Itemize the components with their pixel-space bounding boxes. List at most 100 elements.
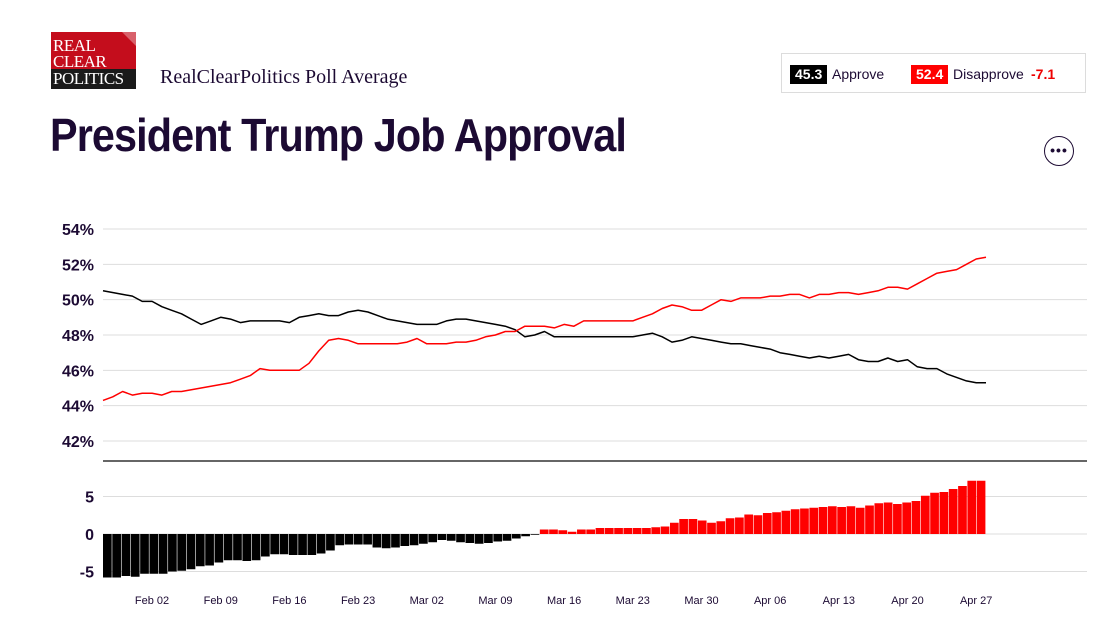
spread-bar: [772, 512, 781, 534]
spread-bar: [223, 534, 233, 561]
x-tick-label: Feb 09: [204, 595, 238, 607]
spread-bar: [251, 534, 261, 561]
spread-bar: [762, 513, 772, 534]
spread-bar: [521, 534, 530, 537]
spread-bar: [177, 534, 187, 571]
spread-bar: [623, 528, 633, 534]
spread-bar: [112, 534, 121, 578]
spread-bar: [586, 529, 596, 534]
logo-word-politics: POLITICS: [51, 69, 136, 89]
spread-bar: [130, 534, 140, 577]
spread-bar: [688, 519, 698, 534]
spread-bar: [149, 534, 159, 574]
approve-label: Approve: [832, 66, 885, 82]
spread-bar: [344, 534, 354, 545]
spread-bar: [456, 534, 465, 543]
spread-bar: [465, 534, 475, 543]
spread-bar: [428, 534, 438, 543]
spread-bar: [261, 534, 270, 557]
spread-bar: [651, 527, 661, 534]
spread-bar: [725, 518, 735, 534]
spread-bar: [697, 520, 707, 534]
x-tick-label: Mar 02: [410, 595, 444, 607]
logo-word-clear: CLEAR: [53, 52, 107, 71]
spread-bar: [335, 534, 345, 546]
page-subtitle: RealClearPolitics Poll Average: [160, 66, 408, 88]
spread-bar: [511, 534, 521, 539]
spread-bar: [121, 534, 131, 576]
spread-bar: [214, 534, 224, 563]
y-tick-label: 50%: [62, 293, 94, 310]
spread-value: -7.1: [1031, 66, 1056, 82]
spread-bar: [800, 508, 809, 534]
x-tick-label: Mar 23: [616, 595, 650, 607]
summary-legend: 45.3 Approve 52.4 Disapprove -7.1: [781, 53, 1086, 93]
spread-bar: [642, 528, 651, 534]
spread-bar: [549, 529, 558, 534]
x-tick-label: Mar 16: [547, 595, 581, 607]
x-tick-label: Mar 09: [478, 595, 512, 607]
x-tick-label: Feb 02: [135, 595, 169, 607]
rcp-logo[interactable]: REAL CLEAR POLITICS: [51, 32, 136, 89]
spread-y-tick-label: -5: [80, 565, 94, 582]
spread-bar: [920, 495, 930, 534]
spread-bar: [307, 534, 317, 555]
spread-bar: [474, 534, 484, 544]
logo-corner-fold: [122, 32, 136, 46]
disapprove-label: Disapprove: [953, 66, 1024, 82]
spread-bar: [855, 507, 865, 534]
spread-y-tick-label: 5: [85, 490, 94, 507]
x-tick-label: Mar 30: [684, 595, 718, 607]
spread-bar: [790, 509, 800, 534]
spread-bar: [409, 534, 419, 546]
page-title: President Trump Job Approval: [50, 109, 627, 161]
spread-bar: [270, 534, 279, 555]
spread-bar: [233, 534, 242, 561]
spread-bar: [893, 504, 902, 534]
spread-bar: [827, 506, 837, 534]
spread-bar: [502, 534, 512, 541]
spread-y-tick-label: 0: [85, 527, 94, 544]
spread-bar: [103, 534, 112, 578]
spread-bar: [437, 534, 447, 540]
spread-bar: [781, 510, 791, 534]
spread-bar: [381, 534, 391, 549]
spread-bar: [660, 526, 670, 534]
spread-bar: [735, 517, 744, 534]
spread-bar: [939, 492, 949, 534]
disapprove-line: [102, 256, 987, 402]
spread-bar: [288, 534, 298, 555]
more-options-button[interactable]: •••: [1044, 136, 1074, 166]
y-tick-label: 54%: [62, 222, 94, 239]
spread-bar: [530, 534, 540, 535]
spread-bar: [446, 534, 456, 541]
spread-bar: [567, 531, 577, 534]
spread-bar: [316, 534, 326, 554]
spread-bar: [604, 528, 614, 534]
spread-bar: [419, 534, 428, 544]
spread-bar: [948, 489, 958, 534]
y-tick-label: 46%: [62, 363, 94, 380]
y-tick-label: 42%: [62, 434, 94, 451]
spread-bar: [967, 480, 977, 534]
x-tick-label: Feb 16: [272, 595, 306, 607]
spread-bar: [837, 507, 846, 534]
spread-bar: [577, 529, 586, 534]
spread-bar: [614, 528, 623, 534]
spread-bar: [707, 522, 716, 534]
approve-line: [102, 290, 986, 384]
spread-bar: [902, 502, 912, 534]
spread-bar: [595, 528, 605, 534]
spread-bar: [865, 505, 874, 534]
spread-bar: [818, 507, 828, 534]
spread-bar: [679, 519, 688, 534]
spread-bar: [140, 534, 149, 574]
spread-bar: [168, 534, 177, 572]
spread-bar: [400, 534, 410, 546]
x-tick-label: Apr 06: [754, 595, 786, 607]
spread-bar: [809, 507, 819, 534]
spread-bar: [632, 528, 642, 534]
spread-bar: [279, 534, 289, 555]
x-tick-label: Feb 23: [341, 595, 375, 607]
